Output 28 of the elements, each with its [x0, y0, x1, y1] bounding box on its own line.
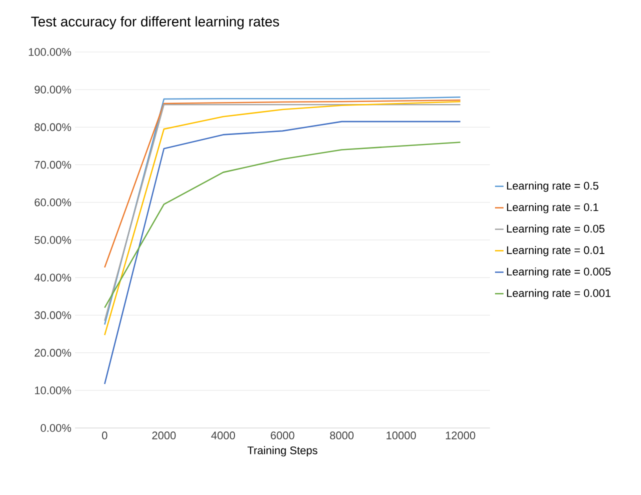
x-tick-label: 2000: [152, 432, 176, 440]
y-tick-label: 30.00%: [34, 311, 72, 320]
y-tick-label: 70.00%: [34, 160, 72, 169]
y-tick-label: 100.00%: [28, 48, 72, 56]
y-tick-label: 0.00%: [40, 424, 72, 432]
x-tick-label: 4000: [211, 432, 236, 440]
legend-label: Learning rate = 0.05: [507, 224, 604, 235]
x-tick-label: 0: [102, 432, 108, 440]
y-tick-label: 80.00%: [34, 123, 72, 132]
y-tick-label: 60.00%: [34, 198, 72, 206]
x-tick-label: 6000: [270, 432, 294, 440]
y-tick-label: 20.00%: [34, 348, 72, 357]
chart-title: Test accuracy for different learning rates: [31, 16, 280, 30]
legend-label: Learning rate = 0.1: [507, 203, 598, 214]
x-tick-label: 10000: [386, 432, 416, 440]
legend-label: Learning rate = 0.01: [507, 246, 604, 256]
x-tick-label: 8000: [330, 432, 354, 440]
line-series: [104, 142, 461, 308]
legend-label: Learning rate = 0.005: [507, 267, 611, 278]
y-tick-label: 50.00%: [34, 236, 72, 244]
line-series: [104, 99, 461, 268]
x-tick-label: 12000: [446, 432, 476, 440]
y-tick-label: 40.00%: [34, 274, 72, 282]
legend-label: Learning rate = 0.001: [507, 288, 611, 300]
y-tick-label: 90.00%: [34, 86, 72, 94]
legend-label: Learning rate = 0.5: [507, 182, 598, 192]
y-tick-label: 10.00%: [34, 386, 72, 394]
x-axis-title: Training Steps: [247, 446, 318, 456]
